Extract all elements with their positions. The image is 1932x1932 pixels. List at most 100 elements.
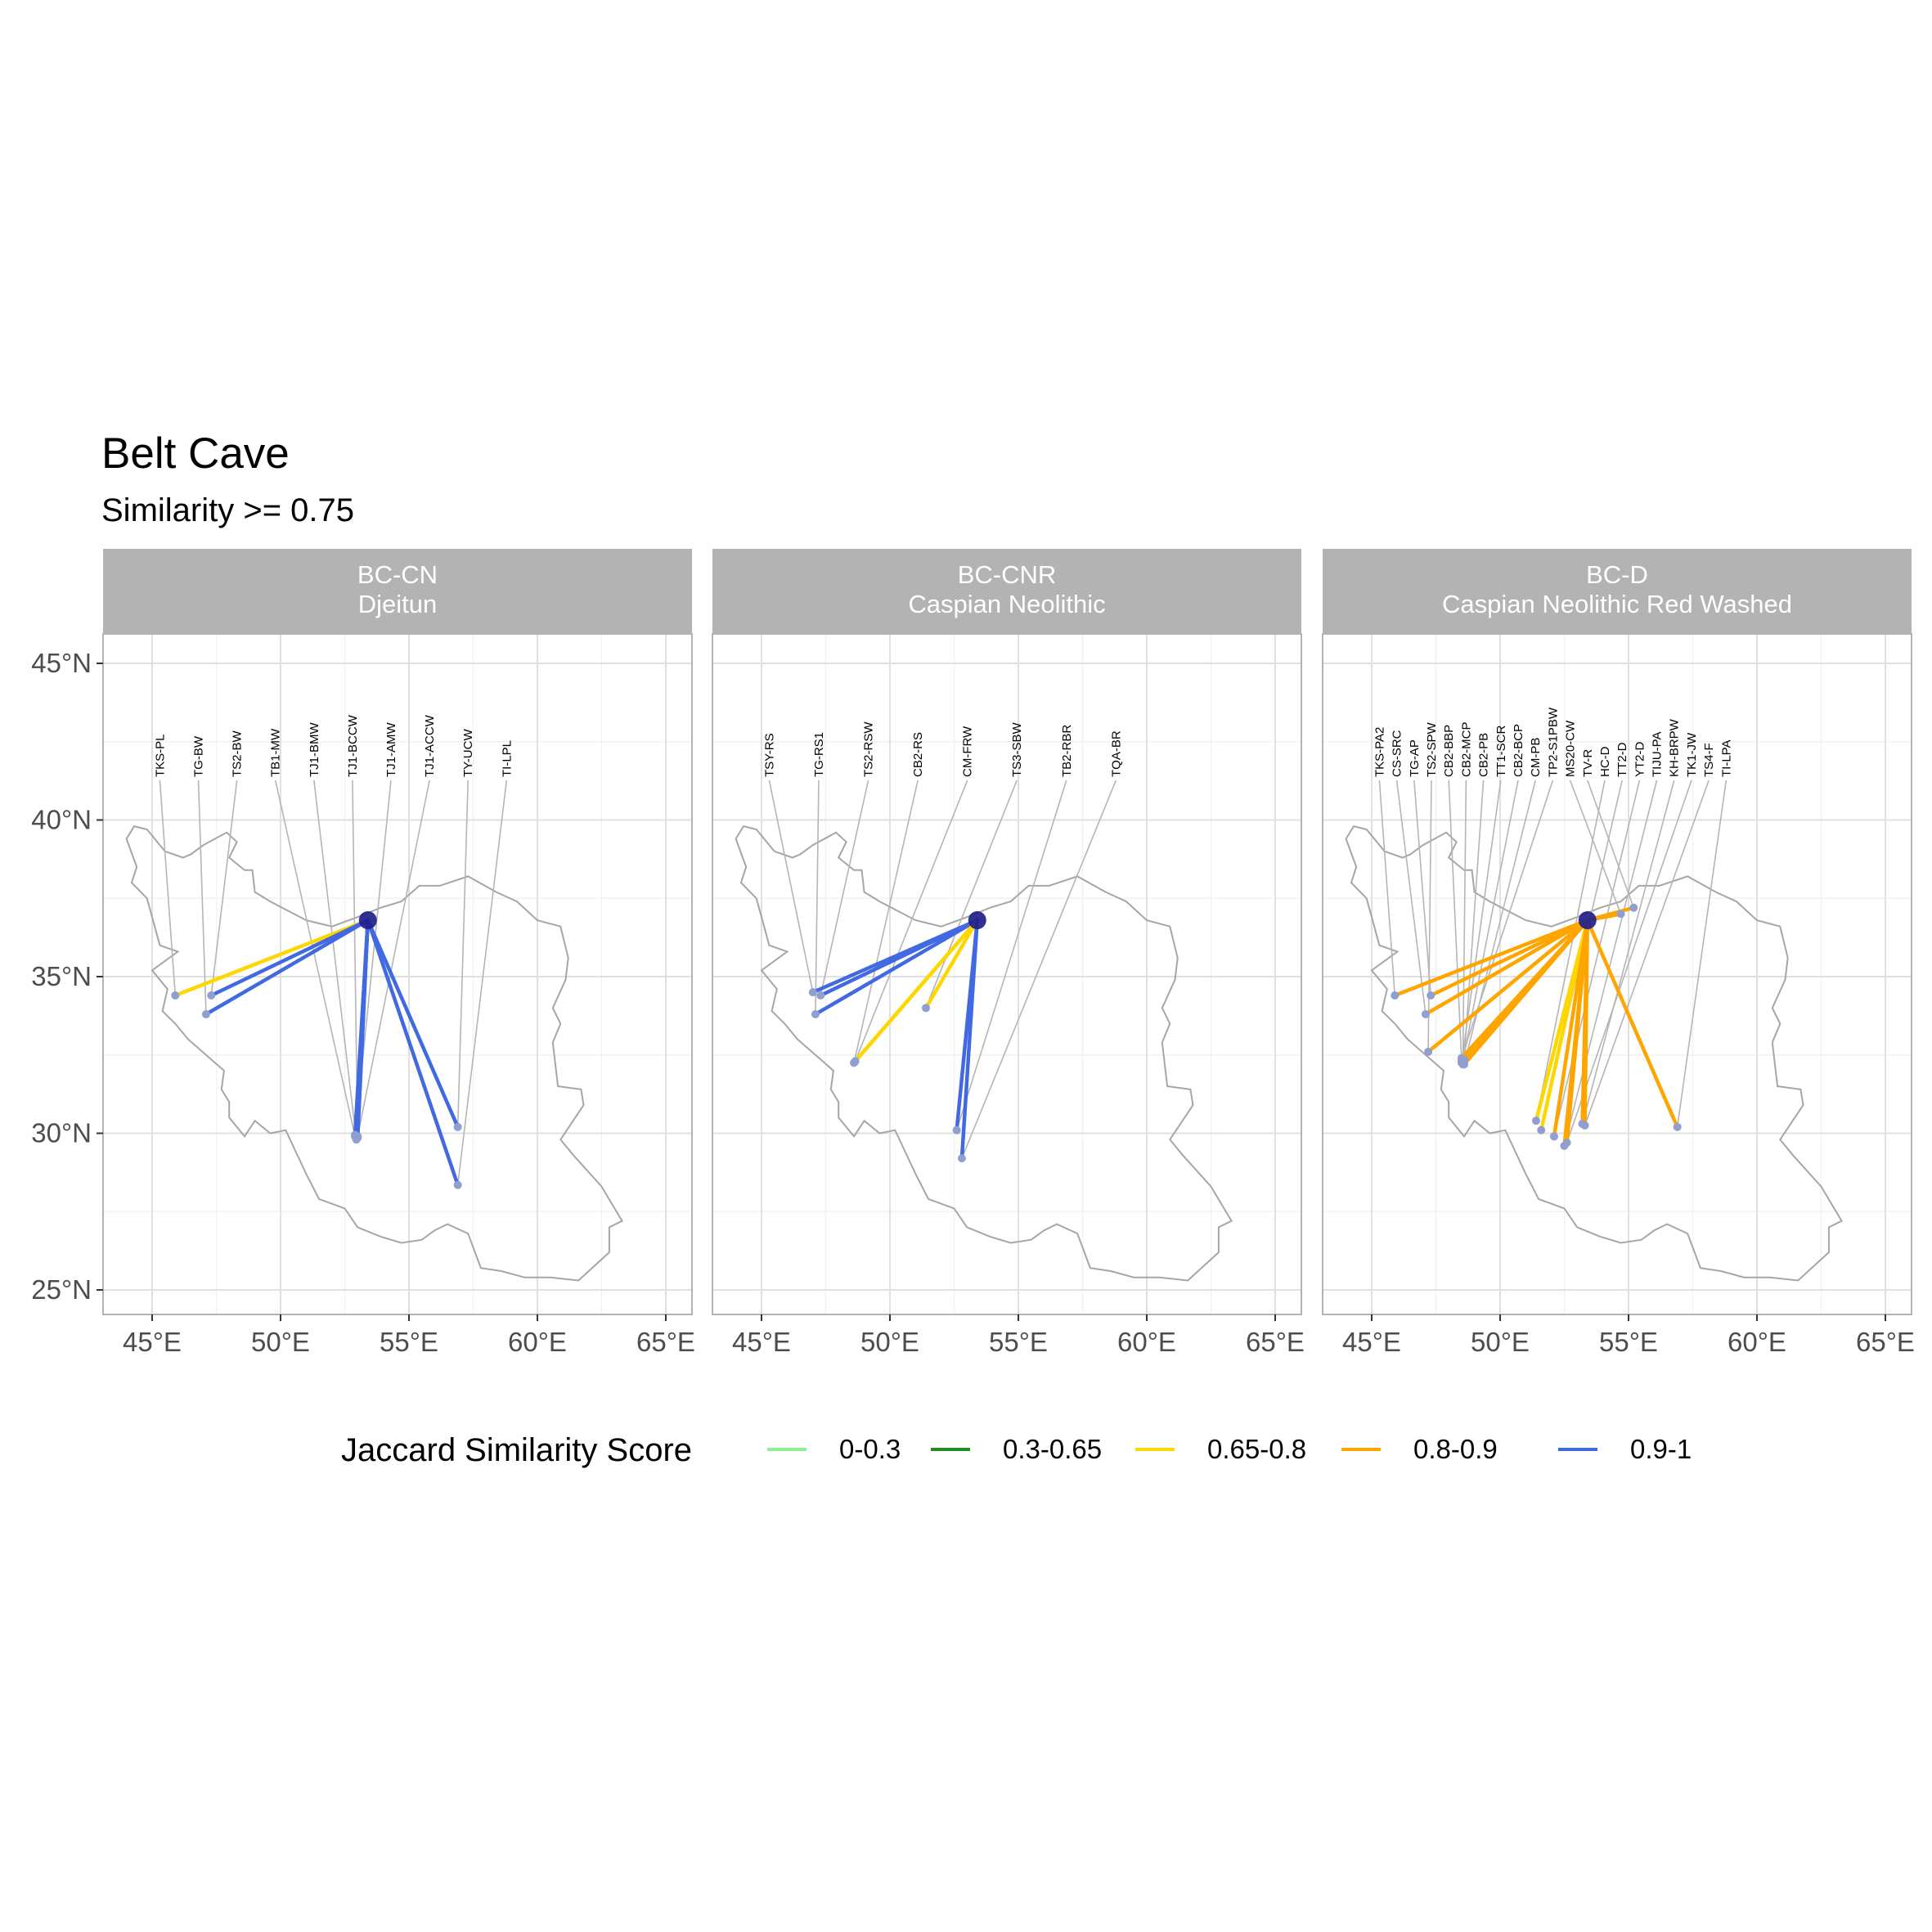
label-leader-line: [357, 780, 430, 1137]
similarity-link: [1428, 918, 1590, 998]
site-point: [1460, 1060, 1469, 1069]
label-leader-line: [1566, 780, 1692, 1143]
label-leader-line: [1462, 780, 1467, 1065]
origin-point: [968, 911, 986, 930]
label-leader-line: [1413, 780, 1432, 996]
site-point: [171, 991, 180, 1000]
label-leader-line: [1461, 780, 1502, 1063]
label-leader-line: [925, 780, 1018, 1009]
site-point: [207, 991, 216, 1000]
similarity-link: [923, 918, 980, 1010]
similarity-link: [1552, 918, 1590, 1139]
panel-border: [1322, 633, 1912, 1315]
label-leader-line: [1395, 780, 1427, 1015]
site-label: TT1-SCR: [1494, 726, 1508, 778]
label-leader-line: [961, 780, 1117, 1159]
site-label: TK1-JW: [1685, 732, 1699, 777]
label-leader-line: [1463, 780, 1536, 1065]
similarity-link: [366, 918, 460, 1130]
similarity-link: [355, 918, 371, 1139]
similarity-link: [1459, 918, 1590, 1060]
site-label: TP2-S1PBW: [1546, 707, 1560, 777]
site-point: [201, 1009, 210, 1018]
origin-point: [1578, 911, 1597, 930]
site-point: [1421, 1009, 1430, 1018]
site-label: TS4-F: [1702, 743, 1716, 777]
site-point: [816, 991, 825, 1000]
site-label: YT2-D: [1633, 741, 1647, 777]
site-point: [957, 1154, 966, 1163]
site-label: CM-FRW: [961, 726, 975, 777]
x-axes: 45°E 50°E 55°E 60°E 65°E 45°E 50°E 55°E 60°E 65°E…: [123, 1314, 1915, 1357]
legend-label: 0.9-1: [1630, 1434, 1692, 1464]
site-label: TJ1-BMW: [308, 722, 321, 778]
site-point: [453, 1122, 462, 1131]
label-leader-line: [197, 780, 207, 1014]
x-tick-label: 50°E: [860, 1327, 919, 1357]
legend: Jaccard Similarity Score 0-0.3 0.3-0.65 0.…: [341, 1432, 1692, 1468]
x-tick-label: 50°E: [251, 1327, 310, 1357]
site-point: [851, 1057, 860, 1066]
site-label: TG-RS1: [812, 732, 826, 777]
x-tick-label: 45°E: [123, 1327, 182, 1357]
label-leader-line: [274, 780, 356, 1137]
site-label: TB2-RBR: [1060, 725, 1074, 777]
site-label: TKS-PL: [153, 734, 167, 777]
site-label: TI-LPA: [1719, 739, 1733, 777]
site-label: CB2-BCP: [1512, 724, 1525, 777]
iran-outline: [735, 825, 1233, 1282]
label-leader-line: [1581, 780, 1675, 1125]
similarity-link: [1585, 918, 1679, 1130]
label-leader-line: [456, 780, 470, 1127]
site-label: HC-D: [1598, 746, 1612, 777]
site-label: TY-UCW: [461, 729, 475, 777]
panel-background: [712, 634, 1301, 1314]
label-leader-line: [1587, 780, 1635, 909]
similarity-link: [1583, 918, 1590, 1128]
site-points: [1391, 903, 1682, 1150]
site-points: [808, 988, 966, 1163]
x-tick-label: 55°E: [1599, 1327, 1658, 1357]
y-tick-label: 25°N: [31, 1274, 92, 1305]
similarity-link: [1423, 918, 1590, 1017]
x-tick-label: 65°E: [636, 1327, 695, 1357]
plot-subtitle: Similarity >= 0.75: [101, 492, 354, 528]
site-points: [171, 991, 462, 1189]
label-leader-line: [456, 780, 508, 1185]
legend-items: 0-0.3 0.3-0.65 0.65-0.8 0.8-0.9 0.9-1: [767, 1434, 1692, 1464]
similarity-link: [1539, 918, 1590, 1132]
site-label: TIJU-PA: [1651, 731, 1665, 777]
site-labels: TSY-RS TG-RS1 TS2-RSW CB2-RS CM-FRW TS3-SBW TB…: [762, 721, 1123, 777]
label-leader-line: [1553, 780, 1641, 1137]
site-point: [1562, 1138, 1571, 1147]
site-point: [952, 1126, 961, 1134]
x-tick-label: 65°E: [1246, 1327, 1305, 1357]
site-label: CM-PB: [1529, 738, 1543, 777]
facet-strip-name: Caspian Neolithic Red Washed: [1442, 590, 1792, 618]
similarity-link: [959, 918, 980, 1161]
facet-strip: [1323, 549, 1912, 633]
x-tick-label: 50°E: [1471, 1327, 1530, 1357]
similarity-link: [1393, 918, 1590, 998]
similarity-link: [366, 918, 460, 1187]
x-tick-label: 60°E: [1728, 1327, 1786, 1357]
site-label: TI-LPL: [500, 740, 514, 777]
site-label: CB2-MCP: [1459, 721, 1473, 777]
similarity-link: [204, 918, 371, 1017]
iran-outline: [125, 825, 624, 1282]
label-leader-line: [854, 780, 968, 1062]
site-label: TS2-RSW: [862, 721, 876, 777]
panel-border: [712, 633, 1302, 1315]
site-label: CS-SRC: [1391, 730, 1404, 777]
site-point: [1457, 1054, 1466, 1063]
site-point: [811, 1009, 820, 1018]
label-leaders: [159, 780, 508, 1185]
label-leader-line: [1378, 780, 1396, 996]
site-labels: TKS-PL TG-BW TS2-BW TB1-MW TJ1-BMW TJ1-BCCW TJ…: [153, 714, 514, 777]
site-label: TQA-BR: [1109, 730, 1123, 777]
site-point: [1537, 1126, 1546, 1134]
similarity-links: [1393, 905, 1679, 1148]
